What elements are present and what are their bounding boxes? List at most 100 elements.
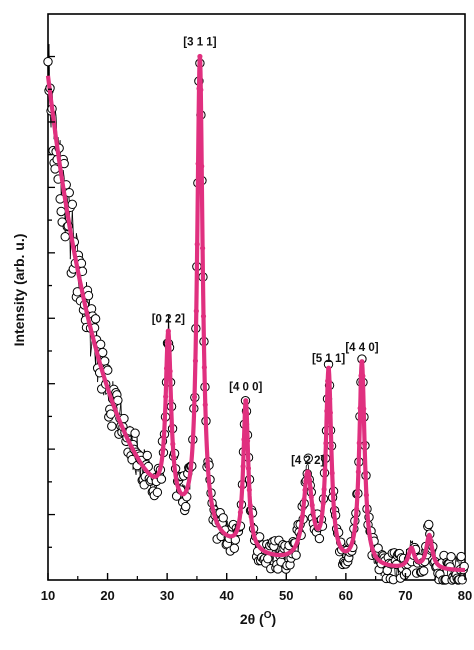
observed-point xyxy=(107,421,117,431)
fit-point xyxy=(197,53,203,60)
fit-point xyxy=(328,443,334,449)
fit-point xyxy=(243,398,249,404)
plot-frame xyxy=(47,13,466,581)
x-tick-label: 30 xyxy=(160,588,174,603)
peak-label: [5 1 1] xyxy=(312,353,345,365)
peak-label: [3 1 1] xyxy=(183,36,216,48)
observed-point xyxy=(218,513,228,523)
observed-connector xyxy=(105,392,108,395)
fit-point xyxy=(195,161,201,167)
fit-point xyxy=(202,402,208,408)
fit-point xyxy=(201,364,207,371)
fit-point xyxy=(323,440,329,446)
fit-point xyxy=(354,490,361,497)
y-axis-ticks xyxy=(48,55,55,548)
fit-point xyxy=(361,406,367,412)
observed-connector xyxy=(62,169,65,178)
x-tick-label: 50 xyxy=(279,588,293,603)
peak-label: [4 0 0] xyxy=(229,382,262,394)
observed-point xyxy=(401,568,412,578)
fit-point xyxy=(194,241,200,247)
x-tick-label: 20 xyxy=(100,588,114,603)
observed-connector xyxy=(305,464,308,467)
fit-point xyxy=(331,506,337,512)
observed-point xyxy=(156,474,167,484)
fit-point xyxy=(320,500,326,506)
fit-point xyxy=(364,508,370,514)
fit-point xyxy=(193,308,199,314)
fit-point xyxy=(327,410,333,416)
fit-point xyxy=(359,359,365,365)
x-axis-label-close: ) xyxy=(272,611,277,627)
fit-point xyxy=(199,245,206,251)
fit-point xyxy=(330,491,336,497)
fit-point xyxy=(244,438,251,444)
observed-point xyxy=(314,533,325,544)
observed-point xyxy=(456,551,466,562)
fit-point xyxy=(353,506,360,512)
fit-point xyxy=(166,340,172,347)
fit-point xyxy=(170,441,176,447)
fit-point xyxy=(169,422,175,429)
fit-point xyxy=(362,441,368,447)
fit-point xyxy=(363,492,370,498)
fit-point xyxy=(301,496,307,503)
fit-point xyxy=(329,470,335,476)
observed-point xyxy=(130,428,140,438)
fit-point xyxy=(355,469,361,475)
fit-point xyxy=(161,434,167,440)
observed-point xyxy=(90,314,101,324)
observed-point xyxy=(291,550,301,560)
observed-point xyxy=(142,450,152,461)
fit-point xyxy=(300,505,306,512)
fit-point xyxy=(306,471,312,477)
fit-point xyxy=(321,486,327,492)
observed-point xyxy=(419,566,429,576)
fit-point xyxy=(362,470,369,476)
fit-point xyxy=(199,163,205,169)
peak-label: [4 2 2] xyxy=(291,455,324,467)
observed-point xyxy=(446,551,456,562)
fit-point xyxy=(162,417,168,423)
fit-point xyxy=(356,440,362,446)
fit-point xyxy=(325,365,332,371)
x-axis-ticks: 10 20 30 40 50 60 70 80 xyxy=(41,573,472,603)
fit-point xyxy=(239,484,245,490)
fit-point xyxy=(237,509,244,515)
fit-point xyxy=(163,365,170,372)
x-tick-label: 70 xyxy=(398,588,412,603)
fit-point xyxy=(168,398,174,404)
x-tick-label: 80 xyxy=(458,588,472,603)
fit-point xyxy=(310,509,316,515)
fit-point xyxy=(302,487,308,493)
observed-connector xyxy=(75,233,78,240)
observed-connector xyxy=(272,555,275,563)
fit-point xyxy=(191,394,198,400)
fit-point xyxy=(308,494,314,500)
observed-series xyxy=(43,44,469,585)
x-tick-label: 60 xyxy=(339,588,353,603)
fit-line xyxy=(45,54,467,573)
observed-point xyxy=(43,56,53,67)
observed-connector xyxy=(454,556,457,567)
fit-point xyxy=(200,313,207,319)
fit-point xyxy=(306,477,313,483)
fit-point xyxy=(322,467,328,473)
x-axis-label-sup: O xyxy=(264,610,272,621)
y-axis-label: Intensity (arb. u.) xyxy=(11,234,27,347)
x-axis-label: 2θ (O) xyxy=(240,610,276,627)
observed-point xyxy=(95,339,106,350)
peak-label: [0 2 2] xyxy=(152,314,185,326)
fit-point xyxy=(171,455,177,461)
fit-point xyxy=(248,513,254,520)
fit-point xyxy=(163,394,169,400)
observed-point xyxy=(60,232,70,242)
fit-point xyxy=(165,328,171,334)
fit-point xyxy=(238,499,244,505)
fit-point xyxy=(240,463,246,469)
fit-series xyxy=(45,53,467,573)
fit-point xyxy=(160,446,166,453)
fit-point xyxy=(307,485,314,491)
observed-point xyxy=(229,543,240,553)
